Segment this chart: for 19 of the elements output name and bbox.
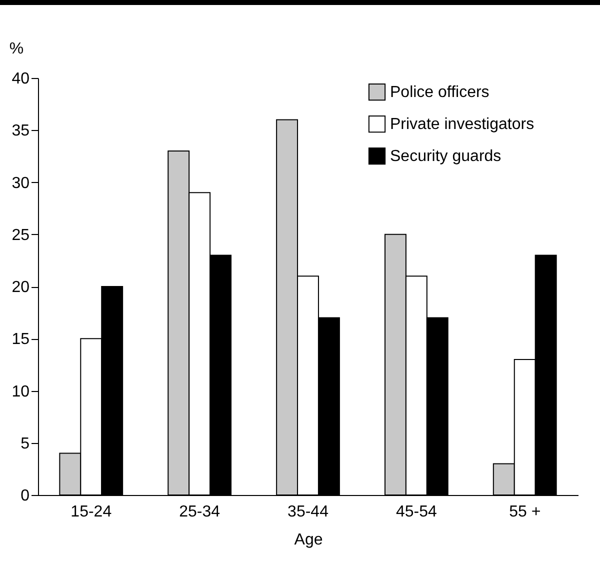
legend-label: Private investigators <box>390 116 534 133</box>
y-tick-label: 35 <box>12 122 30 140</box>
x-tick-label: 25-34 <box>179 504 220 520</box>
y-tick-label: 5 <box>20 435 30 452</box>
y-tick-label: 20 <box>12 279 30 296</box>
y-tick-label: 25 <box>12 226 30 244</box>
y-tick-label: 40 <box>12 70 30 88</box>
y-tick-label: 15 <box>12 331 30 348</box>
legend-label: Police officers <box>390 84 490 101</box>
y-tick-label: 10 <box>12 383 30 400</box>
x-axis-title: Age <box>294 532 323 548</box>
y-axis-title: % <box>9 40 24 58</box>
x-tick-label: 55 + <box>509 504 541 520</box>
legend-label: Security guards <box>390 148 502 165</box>
x-tick-label: 15-24 <box>70 504 112 520</box>
x-tick-label: 45-54 <box>396 504 437 520</box>
y-tick-label: 30 <box>12 174 30 192</box>
y-tick-label: 0 <box>20 488 30 504</box>
x-tick-label: 35-44 <box>288 504 329 520</box>
